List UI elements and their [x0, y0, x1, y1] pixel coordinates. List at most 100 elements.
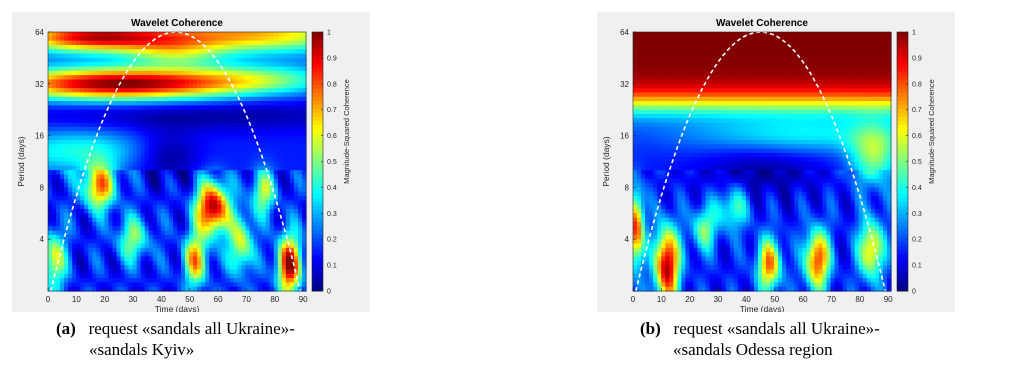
heatmap-cell	[665, 226, 670, 232]
heatmap-cell	[665, 96, 670, 102]
heatmap-cell	[72, 139, 77, 145]
heatmap-cell	[112, 139, 118, 145]
heatmap-cell	[673, 174, 678, 180]
heatmap-cell	[84, 49, 89, 55]
heatmap-cell	[100, 183, 106, 188]
heatmap-cell	[677, 208, 682, 214]
heatmap-cell	[132, 131, 138, 137]
heatmap-cell	[108, 174, 114, 180]
heatmap-cell	[637, 92, 642, 98]
heatmap-cell	[645, 70, 650, 76]
heatmap-cell	[64, 70, 69, 76]
heatmap-cell	[649, 234, 654, 240]
heatmap-cell	[177, 139, 182, 145]
heatmap-cell	[665, 62, 670, 68]
heatmap-cell	[285, 221, 291, 227]
heatmap-cell	[673, 57, 678, 63]
heatmap-cell	[156, 144, 162, 150]
heatmap-cell	[164, 196, 170, 201]
heatmap-cell	[677, 234, 682, 240]
heatmap-cell	[641, 278, 646, 283]
heatmap-cell	[172, 152, 178, 158]
heatmap-cell	[209, 174, 214, 180]
heatmap-cell	[265, 256, 271, 262]
heatmap-cell	[181, 226, 186, 232]
heatmap-cell	[249, 247, 255, 253]
heatmap-cell	[164, 282, 170, 288]
heatmap-cell	[689, 75, 695, 81]
heatmap-cell	[657, 239, 662, 245]
heatmap-cell	[104, 122, 110, 128]
heatmap-cell	[92, 109, 97, 115]
heatmap-cell	[213, 88, 218, 94]
heatmap-cell	[60, 75, 65, 81]
heatmap-cell	[225, 109, 231, 115]
heatmap-cell	[68, 234, 73, 240]
heatmap-cell	[261, 178, 267, 184]
heatmap-cell	[293, 53, 299, 59]
heatmap-cell	[80, 88, 85, 94]
heatmap-cell	[64, 161, 69, 167]
heatmap-cell	[108, 204, 114, 210]
heatmap-cell	[193, 265, 198, 271]
heatmap-cell	[637, 230, 642, 236]
heatmap-cell	[68, 118, 73, 124]
heatmap-cell	[64, 174, 69, 180]
heatmap-cell	[128, 221, 134, 227]
heatmap-cell	[245, 148, 251, 154]
heatmap-cell	[189, 286, 194, 292]
heatmap-cell	[193, 178, 198, 184]
heatmap-cell	[221, 243, 226, 249]
heatmap-cell	[693, 208, 699, 214]
heatmap-cell	[657, 70, 662, 76]
heatmap-cell	[164, 148, 170, 154]
heatmap-cell	[92, 265, 97, 271]
heatmap-cell	[132, 204, 138, 210]
heatmap-cell	[257, 226, 263, 232]
heatmap-cell	[693, 174, 699, 180]
heatmap-cell	[104, 191, 110, 197]
heatmap-cell	[168, 36, 174, 42]
heatmap-cell	[177, 88, 182, 94]
heatmap-cell	[209, 70, 214, 76]
heatmap-cell	[253, 256, 259, 262]
heatmap-cell	[261, 247, 267, 253]
heatmap-cell	[677, 191, 682, 197]
heatmap-cell	[257, 152, 263, 158]
heatmap-cell	[132, 200, 138, 206]
heatmap-cell	[253, 165, 259, 171]
heatmap-cell	[156, 213, 162, 219]
heatmap-cell	[253, 32, 259, 37]
heatmap-cell	[84, 247, 89, 253]
heatmap-cell	[273, 230, 279, 236]
heatmap-cell	[168, 161, 174, 167]
heatmap-cell	[281, 157, 287, 163]
heatmap-cell	[661, 92, 666, 98]
heatmap-cell	[104, 260, 110, 266]
heatmap-cell	[633, 278, 638, 283]
heatmap-cell	[265, 278, 271, 283]
heatmap-cell	[140, 256, 146, 262]
heatmap-cell	[637, 243, 642, 249]
colorbar-segment	[312, 230, 323, 235]
heatmap-cell	[64, 79, 69, 85]
heatmap-cell	[681, 174, 687, 180]
heatmap-cell	[120, 109, 126, 115]
heatmap-cell	[152, 139, 158, 145]
heatmap-cell	[293, 157, 299, 163]
colorbar-tick-label: 0.7	[327, 107, 337, 114]
heatmap-cell	[197, 178, 202, 184]
heatmap-cell	[217, 273, 222, 279]
heatmap-cell	[217, 96, 222, 102]
heatmap-cell	[88, 221, 93, 227]
heatmap-cell	[213, 157, 218, 163]
heatmap-cell	[160, 70, 166, 76]
heatmap-cell	[48, 230, 53, 236]
heatmap-cell	[72, 44, 77, 50]
heatmap-cell	[152, 234, 158, 240]
heatmap-cell	[140, 62, 146, 68]
heatmap-cell	[116, 196, 122, 201]
heatmap-cell	[637, 144, 642, 150]
heatmap-cell	[653, 204, 658, 210]
heatmap-cell	[245, 118, 251, 124]
